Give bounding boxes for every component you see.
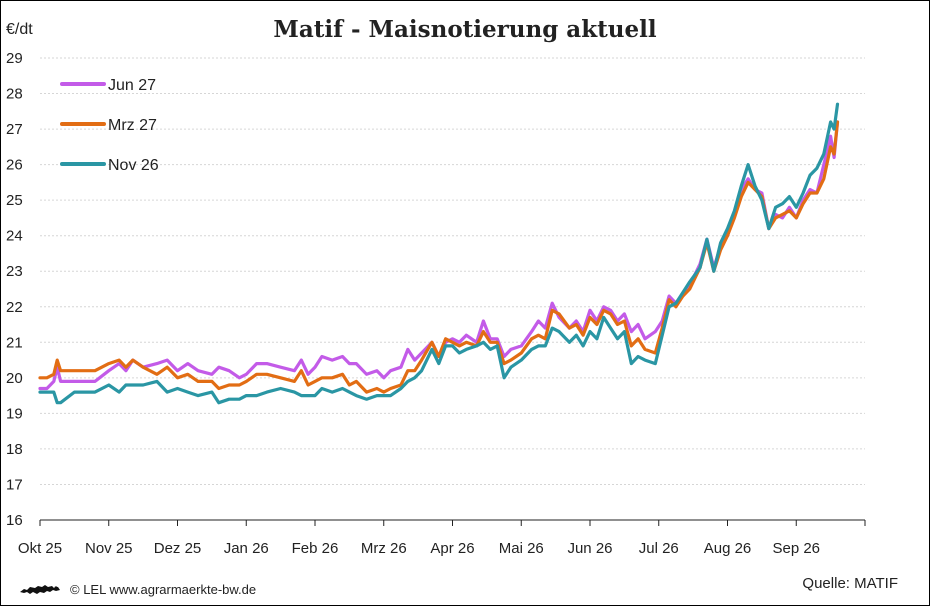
chart-title: Matif - Maisnotierung aktuell — [273, 16, 657, 43]
y-tick-label: 25 — [6, 192, 23, 209]
source-label: Quelle: MATIF — [802, 575, 898, 592]
x-tick-label: Okt 25 — [18, 540, 62, 557]
y-tick-label: 23 — [6, 263, 23, 280]
legend: Jun 27 Mrz 27 Nov 26 — [60, 77, 159, 174]
credit-text: © LEL www.agrarmaerkte-bw.de — [70, 581, 257, 597]
y-tick-label: 24 — [6, 228, 23, 245]
x-tick-label: Apr 26 — [430, 540, 474, 557]
legend-label: Mrz 27 — [108, 117, 157, 134]
x-tick-label: Jul 26 — [639, 540, 679, 557]
y-axis-unit-label: €/dt — [6, 21, 33, 38]
y-tick-label: 19 — [6, 405, 23, 422]
lion-logo-icon — [20, 585, 60, 594]
y-tick-label: 16 — [6, 512, 23, 529]
x-tick-label: Nov 25 — [85, 540, 133, 557]
grid-lines — [40, 57, 865, 485]
series-lines — [38, 102, 840, 405]
x-tick-label: Mai 26 — [499, 540, 544, 557]
legend-label: Jun 27 — [108, 77, 156, 94]
y-tick-label: 21 — [6, 334, 23, 351]
x-axis-ticks: Okt 25 Nov 25 Dez 25 Jan 26 Feb 26 Mrz 26 Apr … — [18, 520, 866, 557]
x-tick-label: Mrz 26 — [361, 540, 407, 557]
y-tick-label: 20 — [6, 370, 23, 387]
y-tick-label: 26 — [6, 157, 23, 174]
y-tick-label: 17 — [6, 476, 23, 493]
y-tick-label: 28 — [6, 86, 23, 103]
x-tick-label: Sep 26 — [772, 540, 820, 557]
series-line-mrz-27 — [38, 120, 840, 394]
series-line-nov-26 — [38, 102, 840, 405]
x-tick-label: Jan 26 — [224, 540, 269, 557]
x-tick-label: Aug 26 — [704, 540, 752, 557]
x-tick-label: Feb 26 — [292, 540, 339, 557]
legend-label: Nov 26 — [108, 157, 159, 174]
y-tick-label: 29 — [6, 50, 23, 67]
x-tick-label: Dez 25 — [154, 540, 202, 557]
y-tick-label: 27 — [6, 121, 23, 138]
y-axis-ticks: 16 17 18 19 20 21 22 23 24 25 26 27 28 29 — [6, 50, 23, 529]
footer-credit: © LEL www.agrarmaerkte-bw.de — [18, 580, 256, 598]
x-tick-label: Jun 26 — [567, 540, 612, 557]
y-tick-label: 18 — [6, 441, 23, 458]
y-tick-label: 22 — [6, 299, 23, 316]
